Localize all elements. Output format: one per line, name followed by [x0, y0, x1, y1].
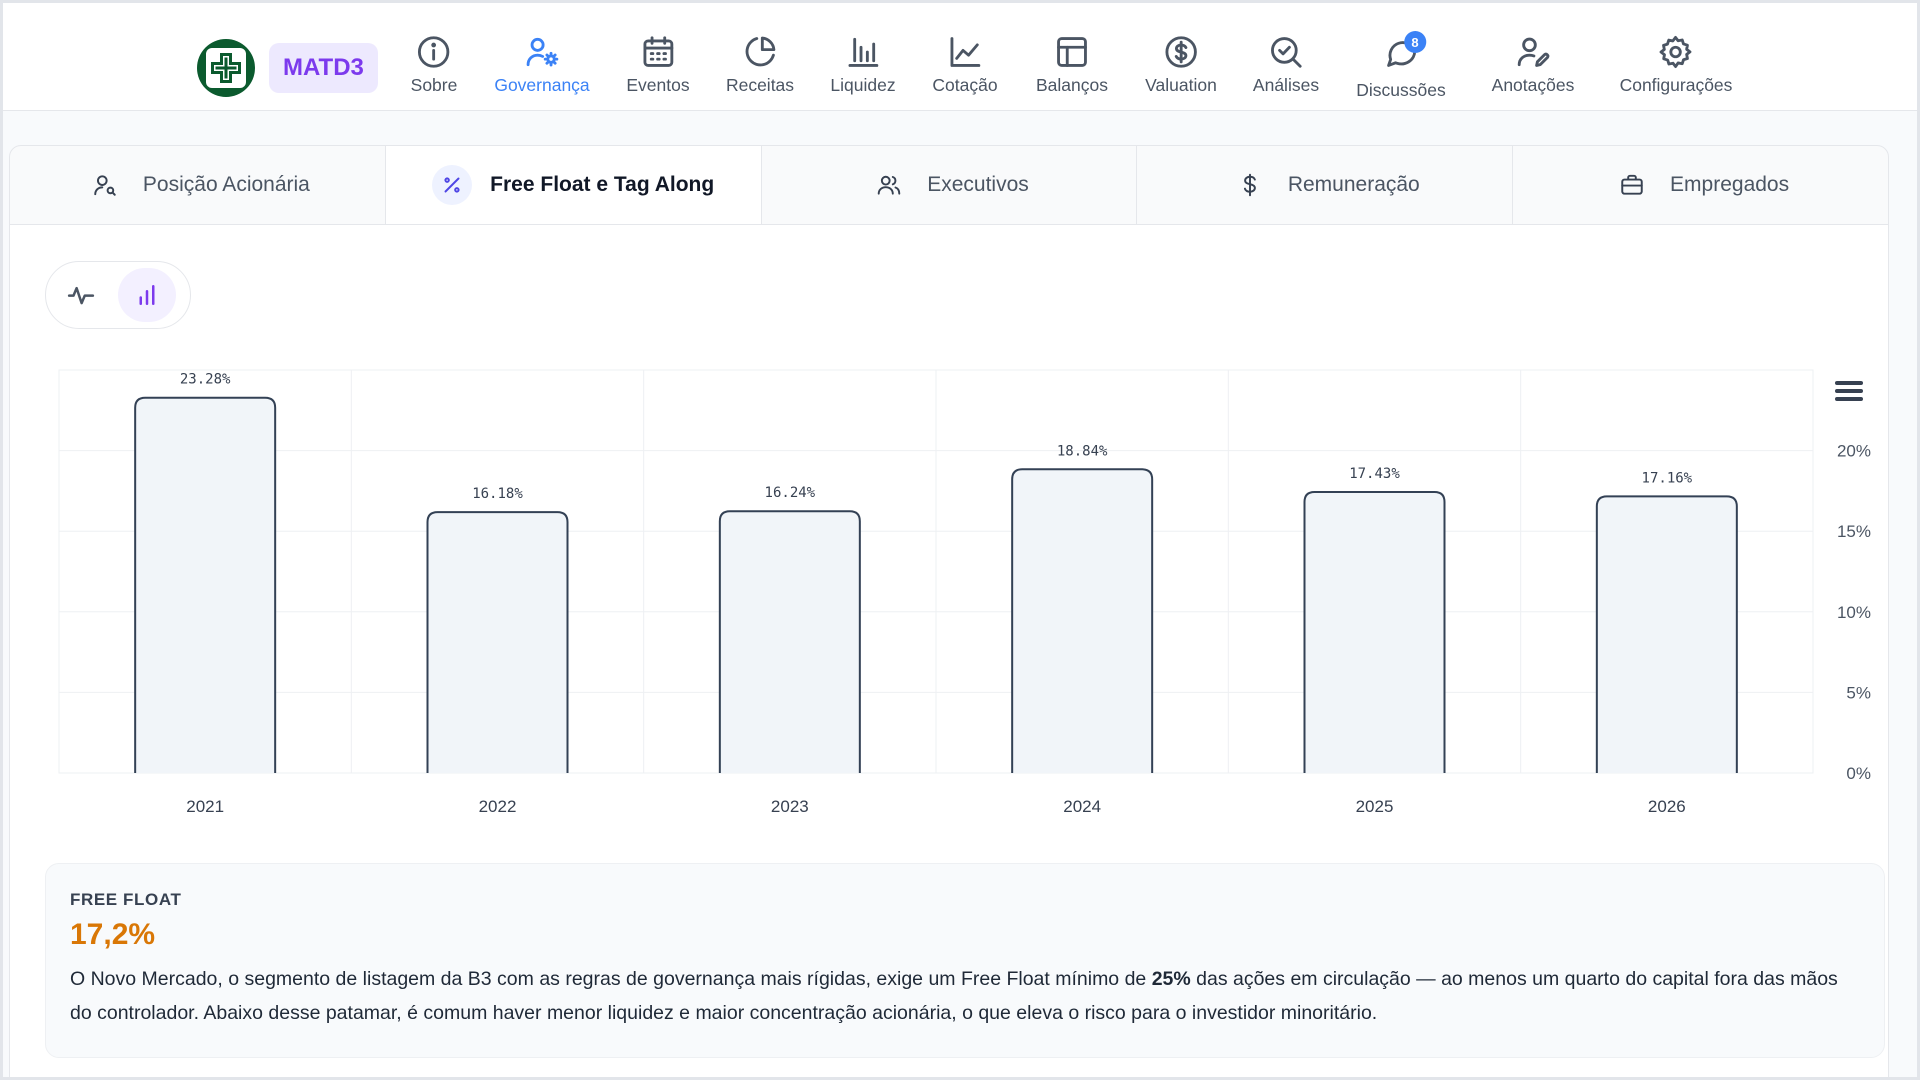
bar-2022: [426, 511, 569, 773]
search-check-icon: [1271, 37, 1302, 68]
nav-cotacao[interactable]: Cotação: [932, 33, 998, 103]
data-label: 23.28%: [180, 372, 231, 388]
y-tick-label: 20%: [1837, 442, 1871, 461]
nav-configuracoes[interactable]: Configurações: [1619, 33, 1733, 103]
x-tick-label: 2024: [1063, 797, 1101, 816]
info-description: O Novo Mercado, o segmento de listagem d…: [70, 962, 1860, 1030]
bar-chart-icon: [139, 285, 155, 305]
user-pen-icon: [1518, 37, 1550, 67]
line-chart-toggle[interactable]: [52, 268, 110, 322]
bar-2024: [1011, 468, 1154, 773]
dollar-icon: [1243, 173, 1256, 197]
nav-label: Valuation: [1145, 75, 1217, 95]
y-tick-label: 10%: [1837, 603, 1871, 622]
nav-receitas[interactable]: Receitas: [726, 33, 794, 103]
dollar-icon-wrap: [1230, 165, 1270, 205]
nav-governanca[interactable]: Governança: [494, 33, 590, 103]
nav-label: Anotações: [1491, 75, 1575, 95]
data-label: 17.43%: [1349, 466, 1400, 482]
user-search-icon: [94, 175, 116, 196]
x-tick-label: 2021: [186, 797, 224, 816]
nav-label: Cotação: [932, 75, 998, 95]
bar-2021: [134, 396, 277, 773]
briefcase-icon-wrap: [1612, 165, 1652, 205]
dollar-circle-icon: [1165, 36, 1197, 68]
nav-valuation[interactable]: Valuation: [1145, 33, 1217, 103]
y-tick-label: 5%: [1846, 683, 1871, 702]
layout-icon: [1057, 37, 1087, 67]
bar-chart-icon: [848, 37, 878, 67]
nav-label: Discussões: [1356, 80, 1446, 100]
user-gear-icon: [526, 37, 558, 67]
info-icon: [418, 36, 450, 68]
chart-type-toggle: [45, 261, 191, 329]
activity-icon: [67, 286, 95, 305]
chat-icon-wrap: 8: [1382, 31, 1426, 76]
info-text-before: O Novo Mercado, o segmento de listagem d…: [70, 968, 1152, 990]
nav-label: Sobre: [410, 75, 458, 95]
nav-label: Análises: [1252, 75, 1320, 95]
free-float-info-card: FREE FLOAT 17,2% O Novo Mercado, o segme…: [45, 863, 1885, 1058]
user-search-icon-wrap: [85, 165, 125, 205]
tab-label: Empregados: [1670, 173, 1790, 196]
y-tick-label: 0%: [1846, 764, 1871, 783]
nav-label: Balanços: [1036, 75, 1108, 95]
nav-analises[interactable]: Análises: [1253, 33, 1319, 103]
top-navigation: MATD3 Sobre Governança Eventos Receitas …: [3, 3, 1917, 111]
percent-icon: [444, 177, 460, 193]
nav-label: Liquidez: [830, 75, 896, 95]
data-label: 16.18%: [472, 486, 523, 502]
company-logo[interactable]: [197, 39, 255, 97]
tab-free-float[interactable]: Free Float e Tag Along: [385, 146, 762, 224]
chart-menu-icon[interactable]: [1835, 381, 1863, 405]
y-tick-label: 15%: [1837, 522, 1871, 541]
data-label: 16.24%: [765, 485, 816, 501]
users-icon: [877, 175, 901, 195]
bar-chart-toggle[interactable]: [118, 268, 176, 322]
pie-chart-icon: [745, 36, 776, 67]
tab-label: Free Float e Tag Along: [490, 173, 715, 196]
info-title: FREE FLOAT: [70, 890, 182, 909]
nav-label: Configurações: [1619, 75, 1733, 95]
tab-posicao-acionaria[interactable]: Posição Acionária: [10, 146, 386, 224]
tab-empregados[interactable]: Empregados: [1513, 146, 1888, 224]
data-label: 17.16%: [1642, 470, 1693, 486]
nav-label: Governança: [494, 75, 590, 95]
x-tick-label: 2022: [479, 797, 517, 816]
x-tick-label: 2025: [1356, 797, 1394, 816]
info-text-after: das ações em circulação — ao menos um qu…: [70, 968, 1838, 1024]
briefcase-icon: [1621, 174, 1643, 195]
nav-balancos[interactable]: Balanços: [1036, 33, 1108, 103]
tab-label: Posição Acionária: [142, 173, 310, 196]
nav-liquidez[interactable]: Liquidez: [830, 33, 896, 103]
tab-label: Remuneração: [1287, 173, 1420, 196]
calendar-icon: [643, 36, 673, 67]
nav-label: Receitas: [725, 75, 795, 95]
free-float-value: 17,2%: [70, 918, 156, 951]
tab-remuneracao[interactable]: Remuneração: [1137, 146, 1514, 224]
percent-icon-wrap: [432, 165, 473, 205]
tab-executivos[interactable]: Executivos: [762, 146, 1138, 224]
line-chart-icon: [950, 37, 980, 67]
governance-subtabs: Posição Acionária Free Float e Tag Along…: [9, 145, 1889, 225]
gear-icon: [1660, 36, 1692, 68]
notification-badge: 8: [1403, 31, 1426, 53]
bar-2025: [1303, 491, 1446, 773]
ticker-badge[interactable]: MATD3: [269, 43, 378, 93]
x-tick-label: 2026: [1648, 797, 1686, 816]
nav-anotacoes[interactable]: Anotações: [1491, 33, 1575, 103]
info-text-bold: 25%: [1151, 968, 1191, 990]
nav-label: Eventos: [626, 75, 690, 95]
tab-label: Executivos: [927, 173, 1029, 196]
bar-2026: [1595, 495, 1738, 773]
free-float-bar-chart: 0% 5% 10% 15% 20% 23.28% 2021 16.18% 2022 16.24% 2…: [58, 369, 1871, 816]
bar-2023: [718, 510, 861, 773]
x-tick-label: 2023: [771, 797, 809, 816]
users-icon-wrap: [869, 165, 909, 205]
nav-discussoes[interactable]: 8 Discussões: [1356, 31, 1446, 103]
nav-sobre[interactable]: Sobre: [410, 33, 458, 103]
data-label: 18.84%: [1057, 443, 1108, 459]
nav-eventos[interactable]: Eventos: [626, 33, 690, 103]
